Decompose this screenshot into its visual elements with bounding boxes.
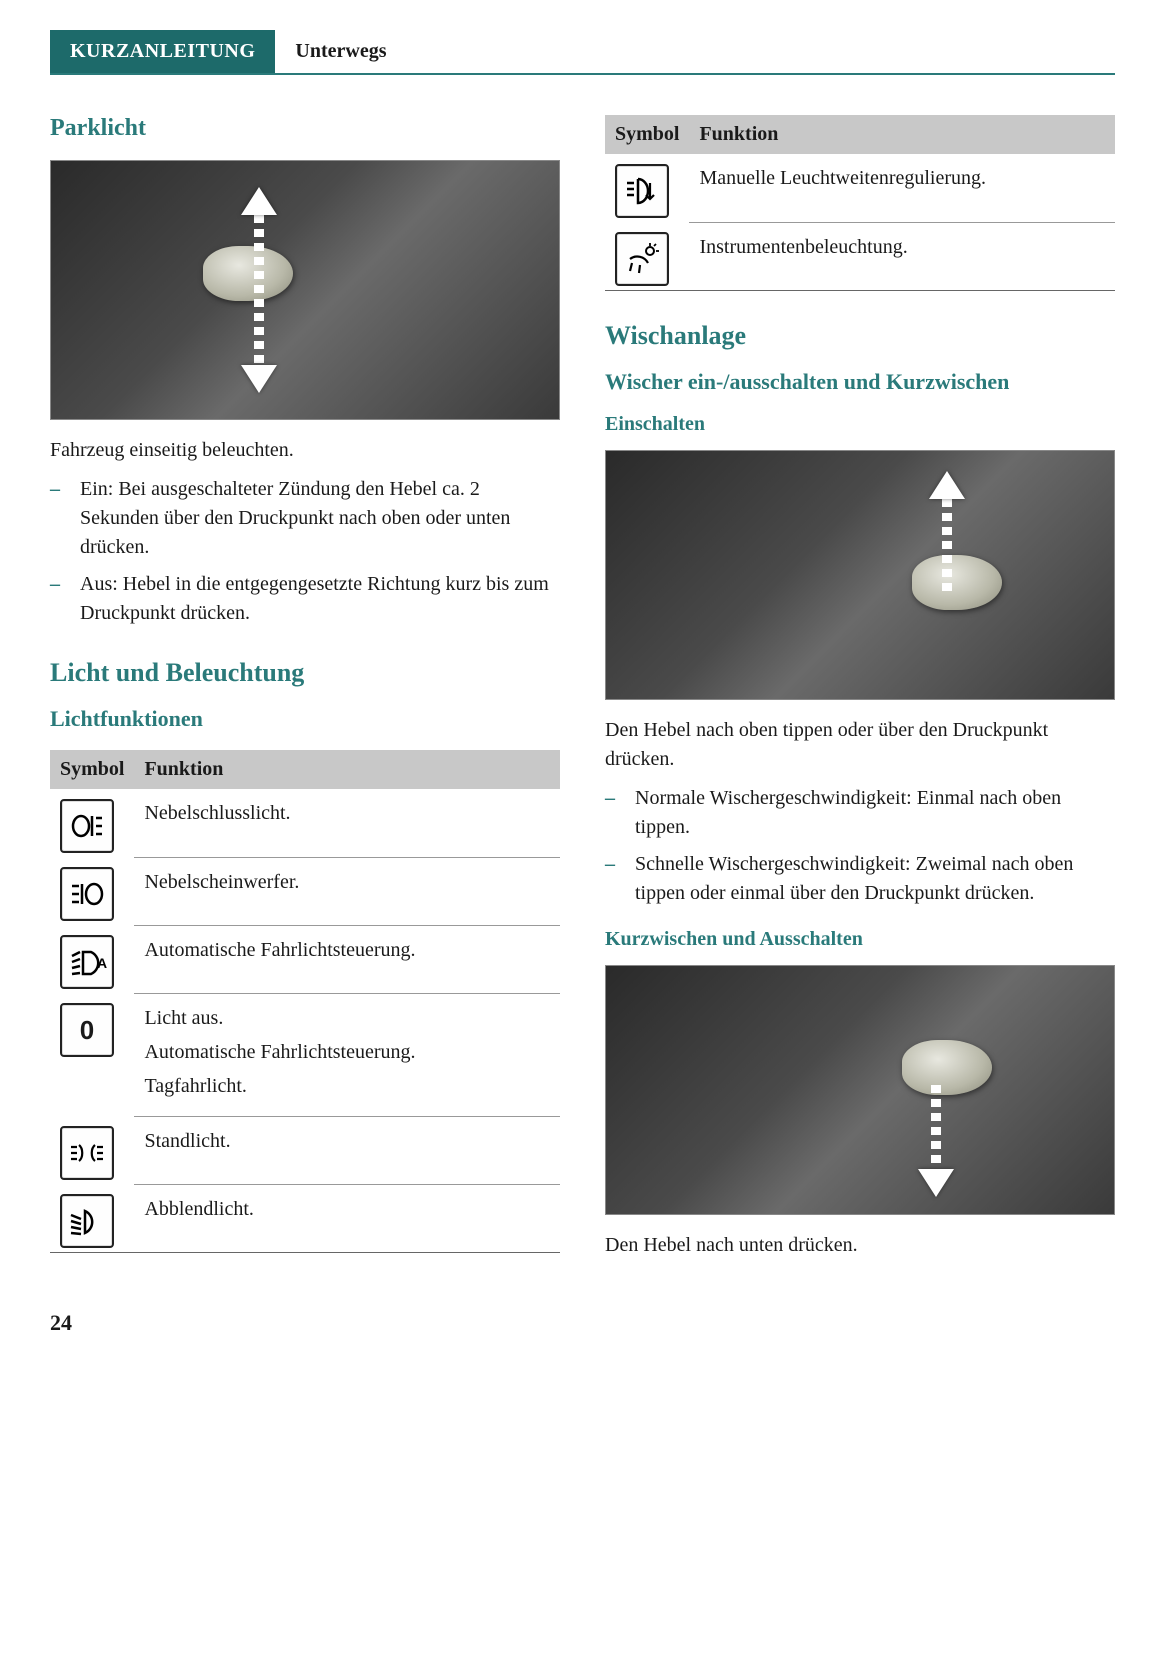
dash-icon: – bbox=[50, 570, 80, 628]
th-symbol: Symbol bbox=[605, 115, 689, 154]
wischer-sub-heading: Wischer ein-/ausschalten und Kurzwischen bbox=[605, 369, 1115, 395]
licht-heading: Licht und Beleuchtung bbox=[50, 658, 560, 688]
table-row: Nebelschlusslicht. bbox=[50, 789, 560, 857]
list-text: Ein: Bei ausgeschalteter Zündung den Heb… bbox=[80, 475, 560, 562]
light-functions-table: Symbol Funktion Nebelschlusslicht. bbox=[50, 750, 560, 1253]
func-text: Manuelle Leuchtweitenregulierung. bbox=[689, 154, 1115, 222]
parklicht-heading: Parklicht bbox=[50, 115, 560, 142]
left-column: Parklicht Fahrzeug einseitig beleuchten.… bbox=[50, 115, 560, 1270]
list-text: Aus: Hebel in die entgegengesetzte Richt… bbox=[80, 570, 560, 628]
header-subtitle: Unterwegs bbox=[275, 30, 406, 73]
arrow-up-down-icon bbox=[244, 187, 274, 393]
einschalten-list: –Normale Wischergeschwindigkeit: Einmal … bbox=[605, 784, 1115, 908]
arrow-down-icon bbox=[921, 1085, 951, 1197]
svg-text:A: A bbox=[97, 955, 107, 971]
table-row: Nebelscheinwerfer. bbox=[50, 857, 560, 925]
list-item: –Ein: Bei ausgeschalteter Zündung den He… bbox=[50, 475, 560, 562]
func-text: Nebelscheinwerfer. bbox=[134, 857, 560, 925]
right-column: Symbol Funktion Manuelle Leuchtweitenreg… bbox=[605, 115, 1115, 1270]
func-text: Abblendlicht. bbox=[134, 1184, 560, 1253]
kurzwischen-image bbox=[605, 965, 1115, 1215]
kurzwischen-heading: Kurzwischen und Ausschalten bbox=[605, 928, 1115, 951]
wischanlage-heading: Wischanlage bbox=[605, 321, 1115, 351]
func-text: Standlicht. bbox=[134, 1116, 560, 1184]
document-page: KURZANLEITUNG Unterwegs Parklicht Fahrze… bbox=[0, 0, 1165, 1366]
zero-icon: 0 bbox=[60, 1003, 114, 1057]
einschalten-caption: Den Hebel nach oben tippen oder über den… bbox=[605, 716, 1115, 774]
header-tab: KURZANLEITUNG bbox=[50, 30, 275, 73]
page-number: 24 bbox=[50, 1310, 1115, 1336]
parklicht-image bbox=[50, 160, 560, 420]
table-row: Standlicht. bbox=[50, 1116, 560, 1184]
list-item: –Normale Wischergeschwindigkeit: Einmal … bbox=[605, 784, 1115, 842]
list-item: –Aus: Hebel in die entgegengesetzte Rich… bbox=[50, 570, 560, 628]
table-row: 0 Licht aus. Automatische Fahrlichtsteue… bbox=[50, 993, 560, 1116]
table-row: Instrumentenbeleuchtung. bbox=[605, 222, 1115, 291]
th-symbol: Symbol bbox=[50, 750, 134, 789]
parklicht-list: –Ein: Bei ausgeschalteter Zündung den He… bbox=[50, 475, 560, 628]
instrument-light-icon bbox=[615, 232, 669, 286]
func-text: Nebelschlusslicht. bbox=[134, 789, 560, 857]
parklicht-caption: Fahrzeug einseitig beleuchten. bbox=[50, 436, 560, 465]
headlight-range-icon bbox=[615, 164, 669, 218]
two-column-layout: Parklicht Fahrzeug einseitig beleuchten.… bbox=[50, 115, 1115, 1270]
lichtfunktionen-heading: Lichtfunktionen bbox=[50, 706, 560, 732]
table-row: A Automatische Fahrlichtsteuerung. bbox=[50, 925, 560, 993]
einschalten-heading: Einschalten bbox=[605, 413, 1115, 436]
parking-light-icon bbox=[60, 1126, 114, 1180]
einschalten-image bbox=[605, 450, 1115, 700]
kurzwischen-caption: Den Hebel nach unten drücken. bbox=[605, 1231, 1115, 1260]
auto-light-icon: A bbox=[60, 935, 114, 989]
func-text: Automatische Fahrlichtsteuerung. bbox=[134, 925, 560, 993]
th-funktion: Funktion bbox=[689, 115, 1115, 154]
dash-icon: – bbox=[605, 850, 635, 908]
rear-fog-icon bbox=[60, 799, 114, 853]
th-funktion: Funktion bbox=[134, 750, 560, 789]
dash-icon: – bbox=[605, 784, 635, 842]
table-row: Abblendlicht. bbox=[50, 1184, 560, 1253]
front-fog-icon bbox=[60, 867, 114, 921]
table-row: Manuelle Leuchtweitenregulierung. bbox=[605, 154, 1115, 222]
light-functions-table-2: Symbol Funktion Manuelle Leuchtweitenreg… bbox=[605, 115, 1115, 291]
func-text: Instrumentenbeleuchtung. bbox=[689, 222, 1115, 291]
func-text-multi: Licht aus. Automatische Fahrlichtsteueru… bbox=[134, 993, 560, 1116]
arrow-up-icon bbox=[932, 471, 962, 595]
dash-icon: – bbox=[50, 475, 80, 562]
list-item: –Schnelle Wischergeschwindigkeit: Zweima… bbox=[605, 850, 1115, 908]
low-beam-icon bbox=[60, 1194, 114, 1248]
list-text: Normale Wischergeschwindigkeit: Einmal n… bbox=[635, 784, 1115, 842]
page-header: KURZANLEITUNG Unterwegs bbox=[50, 30, 1115, 75]
list-text: Schnelle Wischergeschwindigkeit: Zweimal… bbox=[635, 850, 1115, 908]
